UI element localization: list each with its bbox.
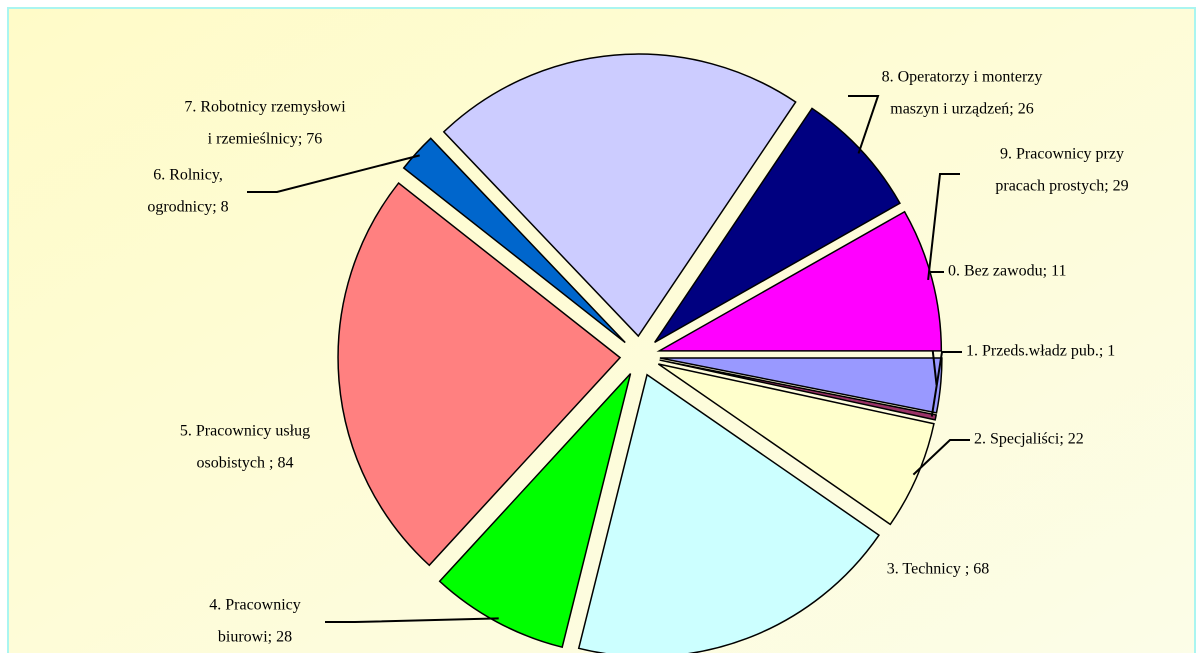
leader-line — [927, 173, 960, 281]
pie-slice — [656, 210, 943, 352]
data-label: 6. Rolnicy, — [153, 167, 223, 184]
pie-slice — [654, 107, 901, 344]
data-label: 0. Bez zawodu; 11 — [948, 263, 1066, 280]
pie-slice — [657, 363, 935, 526]
pie-slice — [577, 373, 881, 653]
leader-line — [247, 154, 420, 193]
data-label: biurowi; 28 — [218, 629, 292, 646]
leader-line — [912, 439, 970, 476]
data-label: osobistych ; 84 — [197, 455, 294, 472]
data-label: 3. Technicy ; 68 — [887, 561, 990, 578]
data-label: 2. Specjaliści; 22 — [974, 431, 1084, 448]
data-label: i rzemieślnicy; 76 — [208, 131, 323, 148]
leader-line — [325, 617, 499, 623]
data-label: 8. Operatorzy i monterzy — [882, 69, 1043, 86]
pie-slice — [402, 137, 626, 344]
leader-line — [848, 95, 880, 154]
pie-slice — [659, 359, 938, 421]
data-label: 9. Pracownicy przy — [1000, 146, 1124, 163]
pie-slice — [442, 53, 797, 338]
data-label: maszyn i urządzeń; 26 — [890, 101, 1034, 118]
data-label: 7. Robotnicy rzemysłowi — [184, 99, 346, 116]
pie-slice — [438, 373, 632, 649]
data-label: 1. Przeds.władz pub.; 1 — [966, 343, 1115, 360]
data-label: 4. Pracownicy — [209, 597, 301, 614]
plot: 0. Bez zawodu; 11 1. Przeds.władz pub.; 1… — [147, 53, 1129, 653]
data-label: ogrodnicy; 8 — [147, 199, 228, 216]
pie-slice — [337, 181, 622, 567]
data-label: pracach prostych; 29 — [995, 178, 1128, 195]
leader-line — [930, 351, 962, 417]
data-label: 5. Pracownicy usług — [180, 423, 310, 440]
